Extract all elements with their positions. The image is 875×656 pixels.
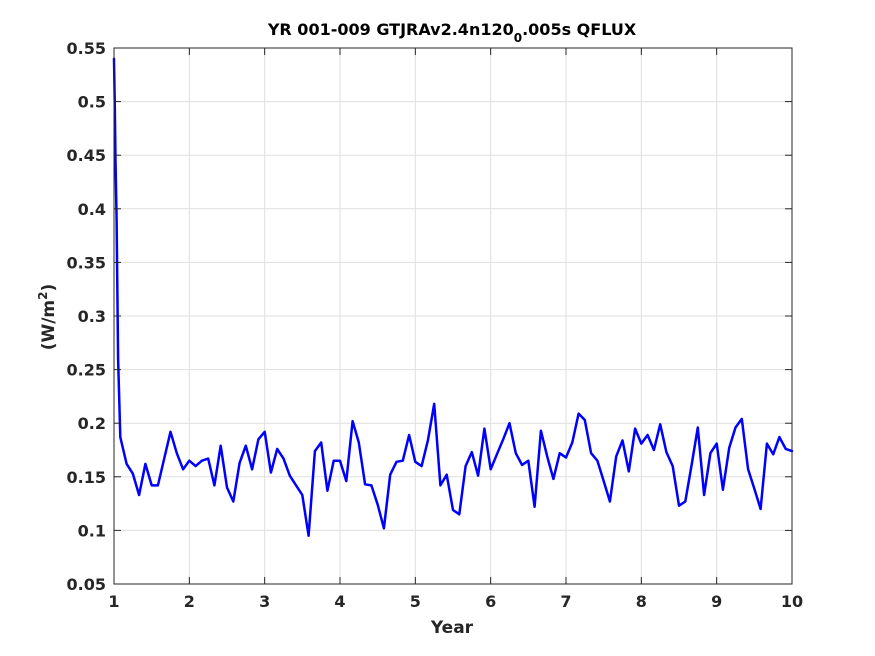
x-tick-label: 7 bbox=[560, 592, 571, 611]
y-tick-label: 0.25 bbox=[67, 361, 106, 380]
x-tick-labels: 1 2 3 4 5 6 7 8 9 10 bbox=[108, 592, 803, 611]
x-tick-label: 5 bbox=[410, 592, 421, 611]
x-tick-label: 10 bbox=[781, 592, 803, 611]
axis-ticks bbox=[113, 47, 793, 585]
title-subscript: 0 bbox=[514, 31, 522, 45]
y-axis-label: (W/m2) bbox=[36, 284, 59, 351]
y-tick-label: 0.5 bbox=[78, 93, 106, 112]
x-axis-label: Year bbox=[430, 618, 474, 638]
title-main: YR 001-009 GTJRAv2.4n120 bbox=[267, 20, 514, 39]
y-tick-label: 0.55 bbox=[67, 39, 106, 58]
chart-title: YR 001-009 GTJRAv2.4n1200.005s QFLUX bbox=[267, 20, 637, 45]
title-end: .005s QFLUX bbox=[522, 20, 637, 39]
x-tick-label: 2 bbox=[184, 592, 195, 611]
y-tick-label: 0.35 bbox=[67, 253, 106, 272]
x-tick-label: 8 bbox=[636, 592, 647, 611]
series-layer bbox=[112, 57, 794, 538]
x-tick-label: 1 bbox=[108, 592, 119, 611]
y-axis-label-end: ) bbox=[39, 284, 59, 292]
y-tick-label: 0.45 bbox=[67, 146, 106, 165]
y-tick-label: 0.15 bbox=[67, 468, 106, 487]
y-tick-label: 0.3 bbox=[78, 307, 106, 326]
y-tick-label: 0.4 bbox=[78, 200, 106, 219]
y-tick-label: 0.1 bbox=[78, 521, 106, 540]
y-axis-label-main: (W/m bbox=[39, 300, 59, 350]
y-tick-label: 0.05 bbox=[67, 575, 106, 594]
x-tick-label: 6 bbox=[485, 592, 496, 611]
x-tick-label: 9 bbox=[711, 592, 722, 611]
x-tick-label: 3 bbox=[259, 592, 270, 611]
y-tick-labels: 0.05 0.1 0.15 0.2 0.25 0.3 0.35 0.4 0.45 0.5 0.55 bbox=[67, 39, 106, 594]
plot-area bbox=[112, 47, 794, 585]
grid-lines bbox=[113, 47, 793, 585]
x-tick-label: 4 bbox=[334, 592, 345, 611]
series-line bbox=[112, 57, 794, 538]
y-tick-label: 0.2 bbox=[78, 414, 106, 433]
y-axis-label-superscript: 2 bbox=[36, 291, 50, 299]
